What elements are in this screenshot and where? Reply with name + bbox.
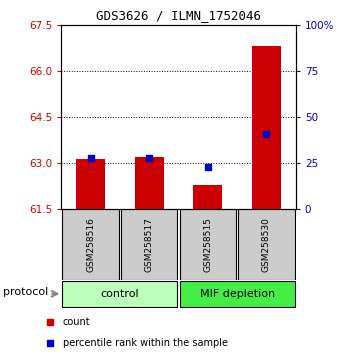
Text: GSM258516: GSM258516 bbox=[86, 217, 95, 272]
Text: protocol: protocol bbox=[3, 287, 49, 297]
Bar bbox=[193, 185, 222, 209]
Bar bbox=[121, 209, 177, 280]
Bar bbox=[252, 46, 281, 209]
Text: MIF depletion: MIF depletion bbox=[200, 289, 275, 299]
Bar bbox=[62, 281, 177, 307]
Bar bbox=[180, 209, 236, 280]
Text: GSM258515: GSM258515 bbox=[203, 217, 212, 272]
Title: GDS3626 / ILMN_1752046: GDS3626 / ILMN_1752046 bbox=[96, 9, 261, 22]
Text: GSM258517: GSM258517 bbox=[145, 217, 154, 272]
Point bbox=[88, 155, 93, 161]
Bar bbox=[238, 209, 295, 280]
Point bbox=[205, 164, 210, 169]
Bar bbox=[180, 281, 295, 307]
Bar bbox=[62, 209, 119, 280]
Point bbox=[264, 131, 269, 137]
Bar bbox=[135, 157, 164, 209]
Text: percentile rank within the sample: percentile rank within the sample bbox=[63, 338, 227, 348]
Point bbox=[48, 341, 53, 346]
Bar bbox=[76, 159, 105, 209]
Text: GSM258530: GSM258530 bbox=[262, 217, 271, 272]
Text: count: count bbox=[63, 317, 90, 327]
Point bbox=[48, 319, 53, 325]
Text: control: control bbox=[101, 289, 139, 299]
Point bbox=[147, 155, 152, 161]
